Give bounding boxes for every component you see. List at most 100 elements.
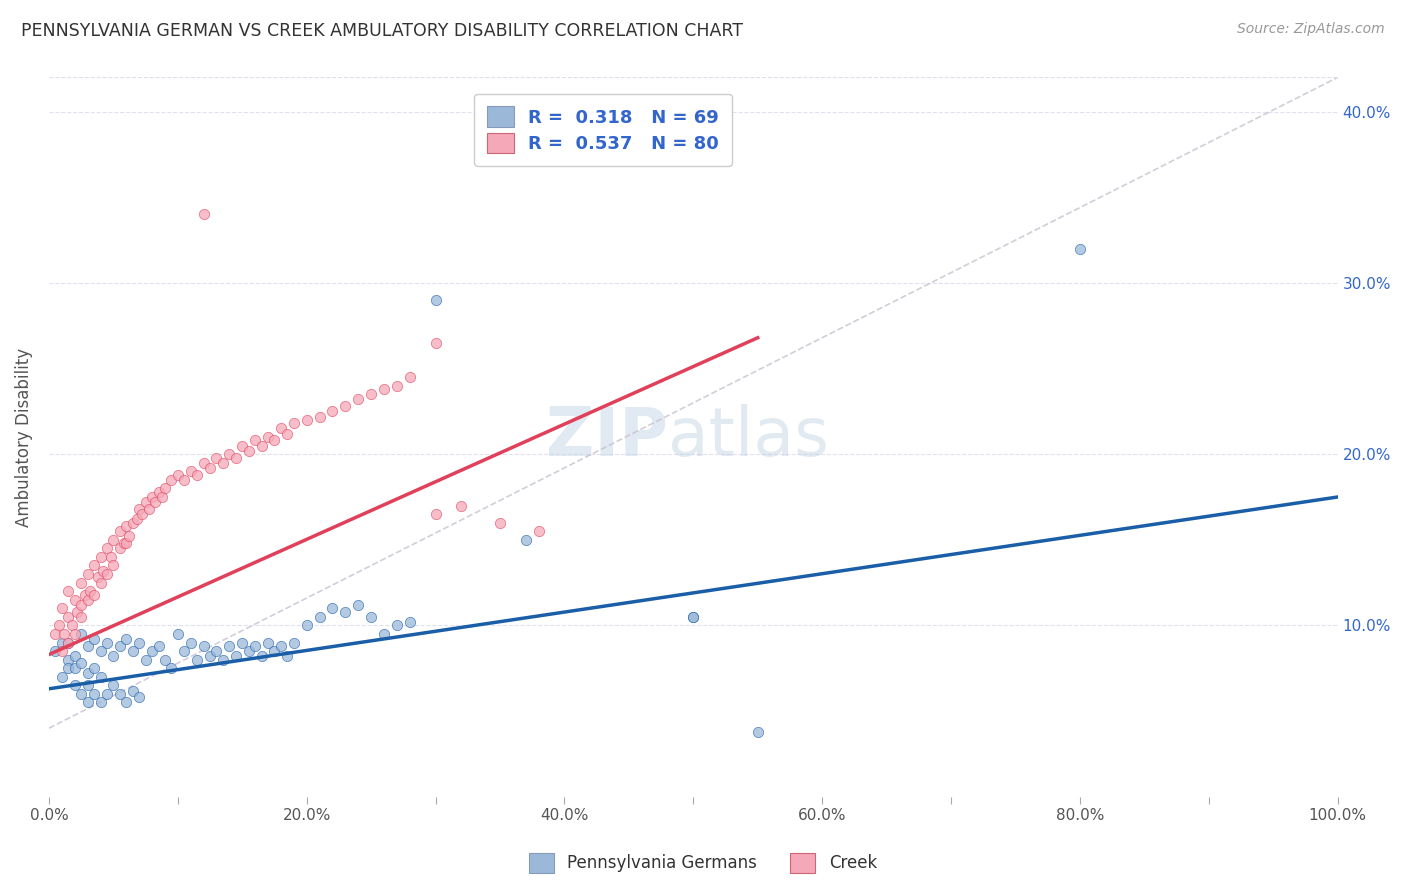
Point <box>115 536 138 550</box>
Point <box>76 666 98 681</box>
Point <box>450 499 472 513</box>
Point <box>198 649 221 664</box>
Point <box>527 524 550 539</box>
Point <box>1069 242 1091 256</box>
Point <box>108 524 131 539</box>
Point <box>58 635 80 649</box>
Point <box>83 558 105 573</box>
Point <box>76 696 98 710</box>
Point <box>51 644 73 658</box>
Point <box>385 618 408 632</box>
Text: ZIP: ZIP <box>546 404 668 470</box>
Point <box>276 426 298 441</box>
Point <box>96 635 118 649</box>
Point <box>51 601 73 615</box>
Point <box>121 683 143 698</box>
Point <box>198 461 221 475</box>
Point <box>398 615 420 629</box>
Point <box>89 575 111 590</box>
Point <box>160 661 183 675</box>
Point <box>115 632 138 647</box>
Point <box>53 627 76 641</box>
Point <box>135 653 157 667</box>
Point <box>250 439 273 453</box>
Point <box>489 516 512 530</box>
Point <box>63 678 86 692</box>
Point <box>103 558 125 573</box>
Point <box>205 644 228 658</box>
Point <box>89 670 111 684</box>
Point <box>205 450 228 465</box>
Point <box>48 618 70 632</box>
Point <box>263 644 285 658</box>
Point <box>76 639 98 653</box>
Point <box>51 670 73 684</box>
Point <box>515 139 537 153</box>
Point <box>218 447 240 461</box>
Point <box>135 495 157 509</box>
Point <box>335 399 357 413</box>
Point <box>238 644 260 658</box>
Point <box>682 610 704 624</box>
Point <box>103 533 125 547</box>
Point <box>243 639 266 653</box>
Point <box>385 378 408 392</box>
Point <box>108 639 131 653</box>
Point <box>44 644 66 658</box>
Point <box>89 696 111 710</box>
Point <box>283 417 305 431</box>
Point <box>73 588 96 602</box>
Point <box>87 570 110 584</box>
Point <box>51 635 73 649</box>
Point <box>308 610 330 624</box>
Point <box>398 370 420 384</box>
Point <box>89 644 111 658</box>
Point <box>335 605 357 619</box>
Point <box>44 627 66 641</box>
Point <box>160 473 183 487</box>
Point <box>238 443 260 458</box>
Point <box>121 516 143 530</box>
Point <box>425 507 447 521</box>
Point <box>128 690 150 705</box>
Point <box>747 724 769 739</box>
Point <box>118 529 141 543</box>
Point <box>193 456 215 470</box>
Point <box>83 588 105 602</box>
Point <box>276 649 298 664</box>
Point <box>70 575 93 590</box>
Point <box>263 434 285 448</box>
Point <box>243 434 266 448</box>
Point <box>89 549 111 564</box>
Point <box>63 649 86 664</box>
Point <box>128 502 150 516</box>
Point <box>115 696 138 710</box>
Point <box>128 635 150 649</box>
Text: PENNSYLVANIA GERMAN VS CREEK AMBULATORY DISABILITY CORRELATION CHART: PENNSYLVANIA GERMAN VS CREEK AMBULATORY … <box>21 22 744 40</box>
Point <box>63 627 86 641</box>
Point <box>283 635 305 649</box>
Point <box>143 495 166 509</box>
Point <box>141 490 163 504</box>
Point <box>131 507 153 521</box>
Point <box>148 484 170 499</box>
Point <box>115 519 138 533</box>
Point <box>108 541 131 556</box>
Point <box>58 635 80 649</box>
Point <box>193 207 215 221</box>
Point <box>193 639 215 653</box>
Point <box>218 639 240 653</box>
Point <box>83 687 105 701</box>
Point <box>360 610 382 624</box>
Point <box>515 533 537 547</box>
Point <box>58 610 80 624</box>
Point <box>225 450 247 465</box>
Legend: R =  0.318   N = 69, R =  0.537   N = 80: R = 0.318 N = 69, R = 0.537 N = 80 <box>474 94 733 166</box>
Point <box>186 653 208 667</box>
Point <box>231 439 253 453</box>
Point <box>96 687 118 701</box>
Point <box>173 473 195 487</box>
Text: Source: ZipAtlas.com: Source: ZipAtlas.com <box>1237 22 1385 37</box>
Point <box>70 598 93 612</box>
Point <box>295 618 318 632</box>
